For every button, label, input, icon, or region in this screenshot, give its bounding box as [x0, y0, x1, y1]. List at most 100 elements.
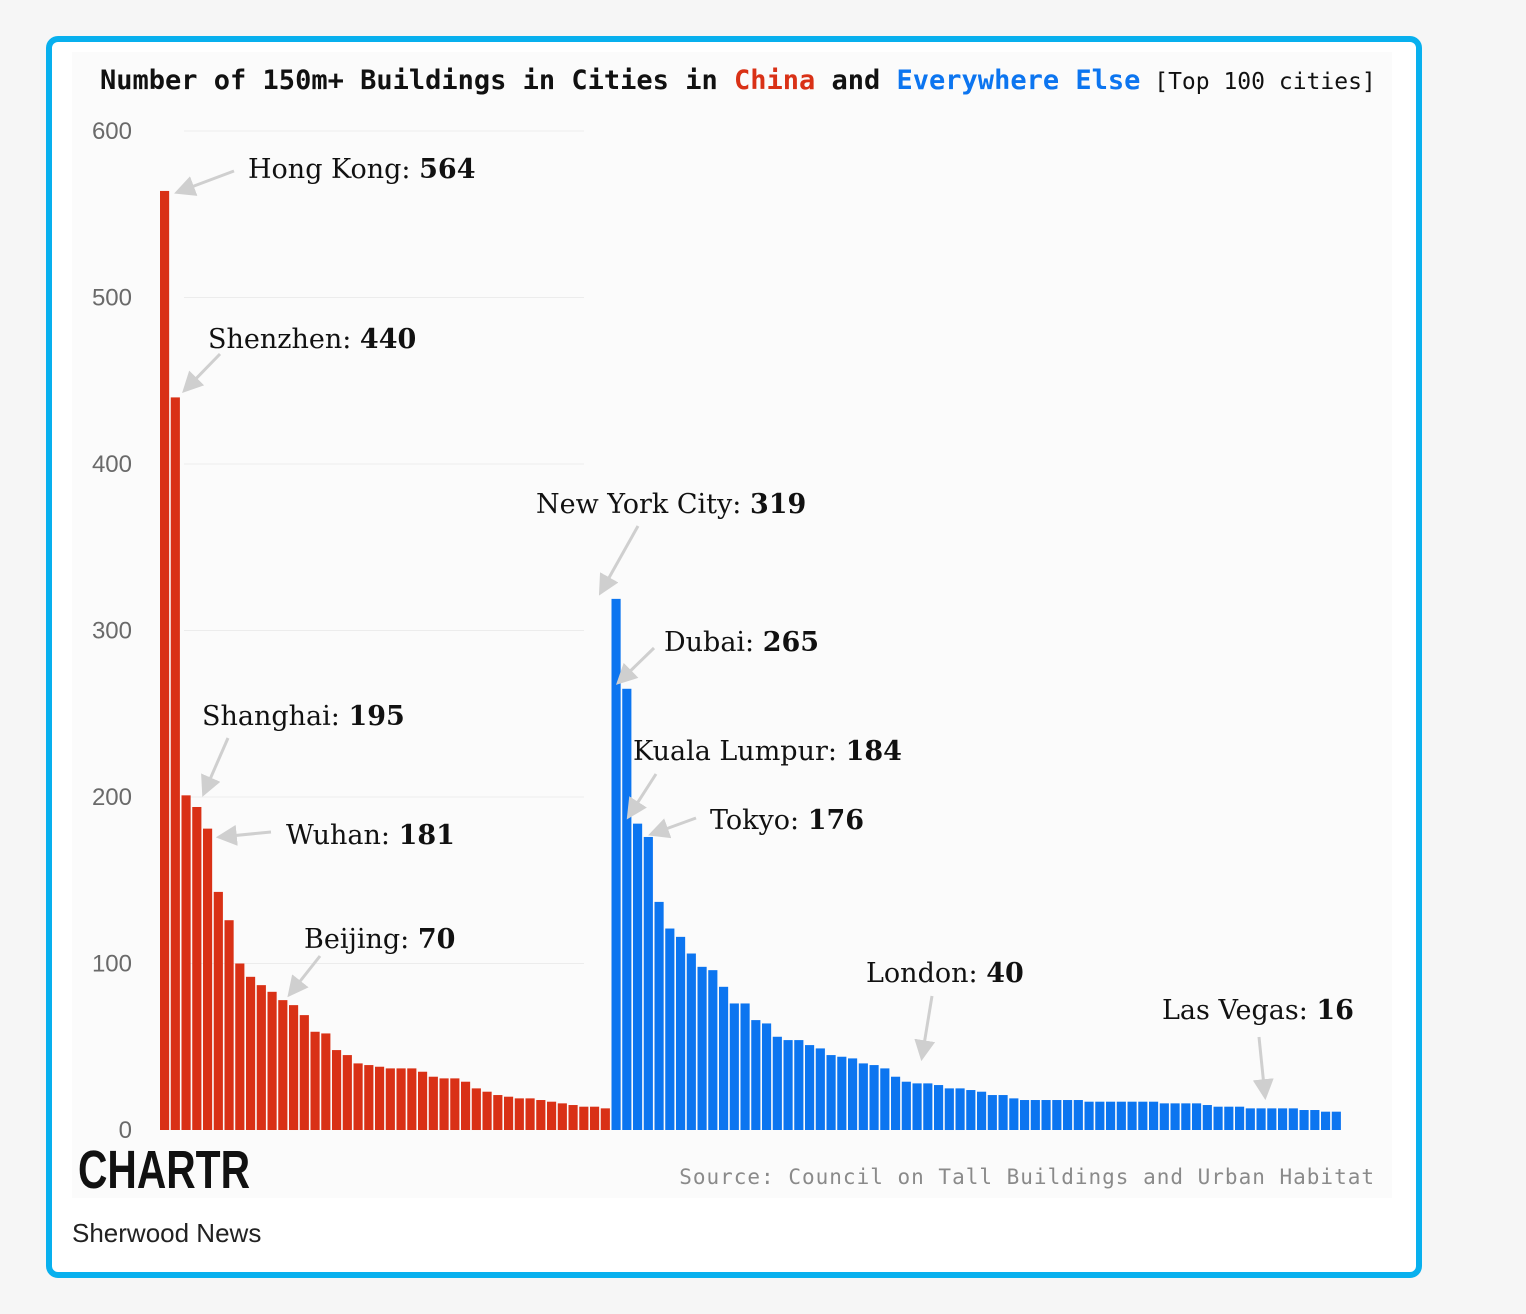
bar-china-36	[536, 1100, 546, 1130]
bar-else-36	[987, 1095, 997, 1130]
bar-china-41	[590, 1106, 600, 1130]
bar-china-40	[579, 1106, 589, 1130]
bar-else-5	[654, 901, 664, 1130]
bar-china-35	[525, 1098, 535, 1130]
y-tick-label: 500	[92, 285, 132, 312]
title-suffix: [Top 100 cities]	[1140, 69, 1375, 95]
bar-else-38	[1009, 1098, 1019, 1130]
bar-else-41	[1041, 1100, 1051, 1130]
bar-china-13	[289, 1005, 299, 1131]
y-tick-label: 400	[92, 451, 132, 478]
annotation-city: Kuala Lumpur:	[633, 736, 846, 767]
annotation-city: Shanghai:	[202, 701, 348, 732]
bar-else-64	[1288, 1108, 1298, 1130]
bar-china-23	[396, 1068, 406, 1130]
annotation-city: Wuhan:	[286, 820, 399, 851]
chart-card: Number of 150m+ Buildings in Cities in C…	[72, 52, 1392, 1198]
annotation-beijing: Beijing: 70	[304, 924, 455, 955]
bar-else-40	[1030, 1100, 1040, 1130]
bar-else-25	[869, 1065, 879, 1130]
annotation-shanghai: Shanghai: 195	[202, 701, 405, 732]
annotation-tokyo: Tokyo: 176	[710, 805, 864, 836]
bar-china-9	[246, 976, 256, 1130]
chartr-logo: CHARTR	[78, 1140, 250, 1198]
bar-else-2	[622, 688, 632, 1130]
arrow-shenzhen	[182, 352, 222, 394]
bar-else-52	[1159, 1103, 1169, 1130]
svg-text:Number of 150m+ Buildings in C: Number of 150m+ Buildings in Cities in C…	[100, 65, 1376, 96]
bar-else-4	[643, 836, 653, 1130]
annotation-value: 40	[986, 958, 1024, 989]
bar-else-62	[1267, 1108, 1277, 1130]
bar-china-25	[418, 1071, 428, 1130]
annotation-value: 564	[419, 154, 475, 185]
bar-else-44	[1073, 1100, 1083, 1130]
bar-china-14	[299, 1015, 309, 1130]
bar-else-29	[912, 1083, 922, 1130]
bar-else-11	[719, 986, 729, 1130]
annotation-city: Beijing:	[304, 924, 418, 955]
bar-china-7	[224, 920, 234, 1130]
title-and: and	[815, 65, 896, 96]
bars	[160, 190, 1341, 1131]
bar-else-27	[891, 1076, 901, 1130]
bar-china-37	[547, 1101, 557, 1130]
arrow-new-york-city	[598, 525, 640, 596]
bar-china-16	[321, 1033, 331, 1130]
bar-else-61	[1256, 1108, 1266, 1130]
title-china: China	[734, 65, 815, 96]
bar-else-51	[1149, 1101, 1159, 1130]
bar-else-9	[697, 966, 707, 1130]
source-note: Source: Council on Tall Buildings and Ur…	[679, 1165, 1375, 1189]
bar-else-15	[762, 1023, 772, 1130]
annotation-value: 176	[808, 805, 864, 836]
bar-china-15	[310, 1031, 320, 1130]
bar-china-12	[278, 1000, 288, 1130]
annotation-city: Dubai:	[664, 627, 763, 658]
bar-china-29	[461, 1081, 471, 1130]
bar-china-20	[364, 1065, 374, 1130]
annotation-city: Shenzhen:	[208, 324, 360, 355]
annotation-value: 16	[1316, 995, 1354, 1026]
bar-else-67	[1321, 1111, 1331, 1130]
y-tick-label: 600	[92, 118, 132, 145]
annotation-value: 319	[750, 489, 806, 520]
bar-china-31	[482, 1091, 492, 1130]
annotation-value: 265	[763, 627, 819, 658]
y-tick-label: 0	[119, 1117, 132, 1144]
annotation-city: Hong Kong:	[248, 154, 419, 185]
bar-else-35	[977, 1091, 987, 1130]
bar-china-33	[504, 1096, 514, 1130]
bar-china-4	[192, 806, 202, 1130]
bar-else-23	[848, 1058, 858, 1130]
y-axis-ticks: 0 100 200 300 400 500 600	[92, 118, 132, 1144]
title-else: Everywhere Else	[897, 65, 1141, 96]
bar-china-42	[600, 1108, 610, 1130]
arrow-tokyo	[648, 816, 697, 839]
annotation-arrows	[174, 169, 1274, 1101]
bar-china-28	[450, 1078, 460, 1130]
bar-else-57	[1213, 1106, 1223, 1130]
bar-else-47	[1106, 1101, 1116, 1130]
arrow-hong-kong	[174, 169, 235, 196]
bar-else-60	[1245, 1108, 1255, 1130]
bar-china-5	[203, 828, 213, 1130]
bar-else-55	[1192, 1103, 1202, 1130]
annotation-value: 184	[846, 736, 902, 767]
title-part1: Number of 150m+ Buildings in Cities in	[100, 65, 734, 96]
bar-else-24	[858, 1063, 868, 1130]
bar-else-26	[880, 1068, 890, 1130]
bar-china-26	[428, 1076, 438, 1130]
bar-china-6	[213, 891, 223, 1130]
bar-china-32	[493, 1095, 503, 1130]
bar-china-10	[256, 985, 266, 1130]
annotation-new-york-city: New York City: 319	[536, 489, 806, 520]
bar-else-17	[783, 1040, 793, 1130]
y-tick-label: 200	[92, 784, 132, 811]
annotation-city: New York City:	[536, 489, 750, 520]
bar-china-22	[385, 1068, 395, 1130]
bar-china-30	[471, 1088, 481, 1131]
annotation-hong-kong: Hong Kong: 564	[248, 154, 476, 185]
bar-else-18	[794, 1040, 804, 1130]
bar-else-54	[1181, 1103, 1191, 1130]
